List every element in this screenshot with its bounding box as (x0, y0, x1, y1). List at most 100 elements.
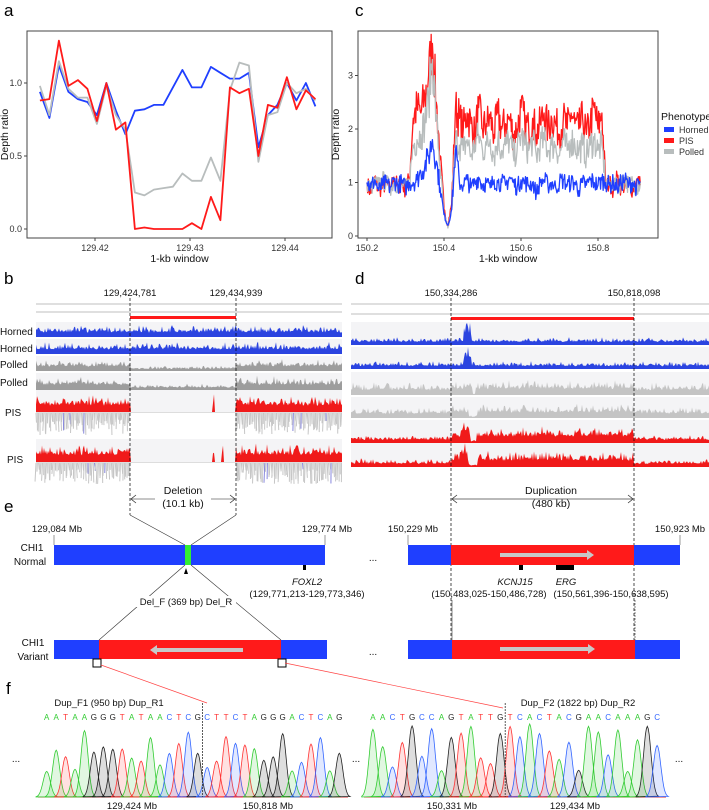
base-call: T (120, 713, 125, 722)
y-tick-label: 0.0 (9, 224, 22, 234)
read-alignment (57, 412, 60, 432)
base-call: G (448, 713, 454, 722)
trace-peak (252, 759, 275, 798)
trace-peak (429, 770, 453, 798)
legend-swatch-pis (664, 138, 674, 143)
trace-peak (262, 756, 286, 798)
trace-peak (410, 755, 434, 798)
base-call: C (419, 713, 425, 722)
breakpoint-box (277, 658, 287, 668)
deletion-start-coord: 129,424,781 (104, 288, 157, 299)
base-call: T (214, 713, 219, 722)
read-alignment (239, 462, 241, 481)
read-alignment (98, 412, 101, 423)
trace-peak (233, 744, 257, 798)
read-alignment (277, 412, 280, 431)
read-alignment (45, 462, 47, 480)
trace-peak (488, 732, 513, 798)
panel-label-d: d (355, 269, 364, 288)
trace-peak (214, 735, 238, 798)
series-line-polled (39, 60, 317, 197)
series-line-pis (366, 33, 642, 227)
read-alignment (242, 462, 245, 473)
coverage-track-pis (36, 443, 342, 462)
erg-gene-mark (556, 565, 574, 570)
trace-peak (129, 760, 153, 798)
base-call: G (110, 713, 116, 722)
trace-peak (35, 770, 58, 798)
read-alignment (77, 412, 80, 426)
base-call: G (576, 713, 582, 722)
panel-label-a: a (4, 1, 14, 20)
read-alignment (322, 412, 324, 432)
read-alignment (97, 462, 99, 484)
base-call: T (139, 713, 144, 722)
duplication-size: (480 kb) (532, 498, 571, 510)
read-alignment (286, 462, 289, 478)
trace-peak (318, 770, 341, 798)
read-alignment (240, 462, 243, 473)
base-call: A (82, 713, 88, 722)
ellipsis: ... (12, 754, 20, 765)
read-alignment (105, 412, 108, 422)
trace-peak (290, 761, 313, 798)
track-label: PIS (7, 455, 23, 466)
trace-peak (371, 745, 395, 798)
trace-peak (527, 732, 552, 798)
legend-swatch-horned (664, 127, 674, 132)
read-alignment (114, 462, 117, 477)
trace-peak (596, 754, 620, 798)
base-call: A (129, 713, 135, 722)
deletion-marker-icon (184, 568, 188, 574)
read-alignment (280, 462, 283, 472)
base-call: A (157, 713, 163, 722)
x-tick-label: 150.8 (587, 243, 610, 253)
series-line-pis (39, 39, 317, 230)
legend-label-pis: PIS (679, 136, 694, 146)
base-call: T (63, 713, 68, 722)
track-label: PIS (5, 408, 21, 419)
read-alignment (121, 462, 124, 474)
trace-peak (586, 731, 611, 798)
x-tick-label: 129.43 (176, 243, 204, 253)
plot-frame (26, 30, 333, 239)
read-alignment (275, 462, 277, 479)
trace-peak (177, 731, 201, 798)
read-alignment (118, 412, 121, 424)
legend-swatch-polled (664, 149, 674, 154)
x-tick-label: 150.6 (510, 243, 533, 253)
trace-peak (537, 750, 561, 798)
base-call: A (44, 713, 50, 722)
trace-peak (576, 725, 601, 798)
read-alignment (285, 462, 287, 475)
variant-label-line1: CHI1 (22, 638, 45, 649)
read-alignment (333, 462, 335, 478)
base-call: A (327, 713, 333, 722)
trace-peak (478, 762, 502, 798)
read-alignment (246, 412, 249, 424)
read-alignment (51, 412, 54, 422)
read-alignment (316, 412, 319, 430)
base-call: T (478, 713, 483, 722)
read-alignment (292, 462, 295, 484)
right-start-coord: 150,229 Mb (388, 524, 438, 535)
read-alignment (99, 462, 102, 479)
left-start-coord: 129,084 Mb (32, 524, 82, 535)
trace-peak (498, 725, 523, 798)
read-alignment (252, 462, 254, 484)
read-alignment (312, 412, 315, 431)
read-alignment (108, 462, 111, 480)
trace-peak (390, 741, 415, 798)
coverage-track-pis (36, 394, 342, 412)
duplication-region-bar (451, 317, 634, 320)
ellipsis: ... (369, 553, 377, 564)
read-alignment (277, 462, 280, 483)
x-axis-label: 1-kb window (479, 253, 538, 265)
normal-label-line1: CHI1 (21, 543, 44, 554)
panel-label-f: f (6, 679, 11, 698)
trace-peak (508, 735, 533, 798)
read-alignment (250, 462, 253, 478)
duplication-start-coord: 150,334,286 (425, 288, 478, 299)
y-axis-label: Depth ratio (330, 109, 342, 161)
